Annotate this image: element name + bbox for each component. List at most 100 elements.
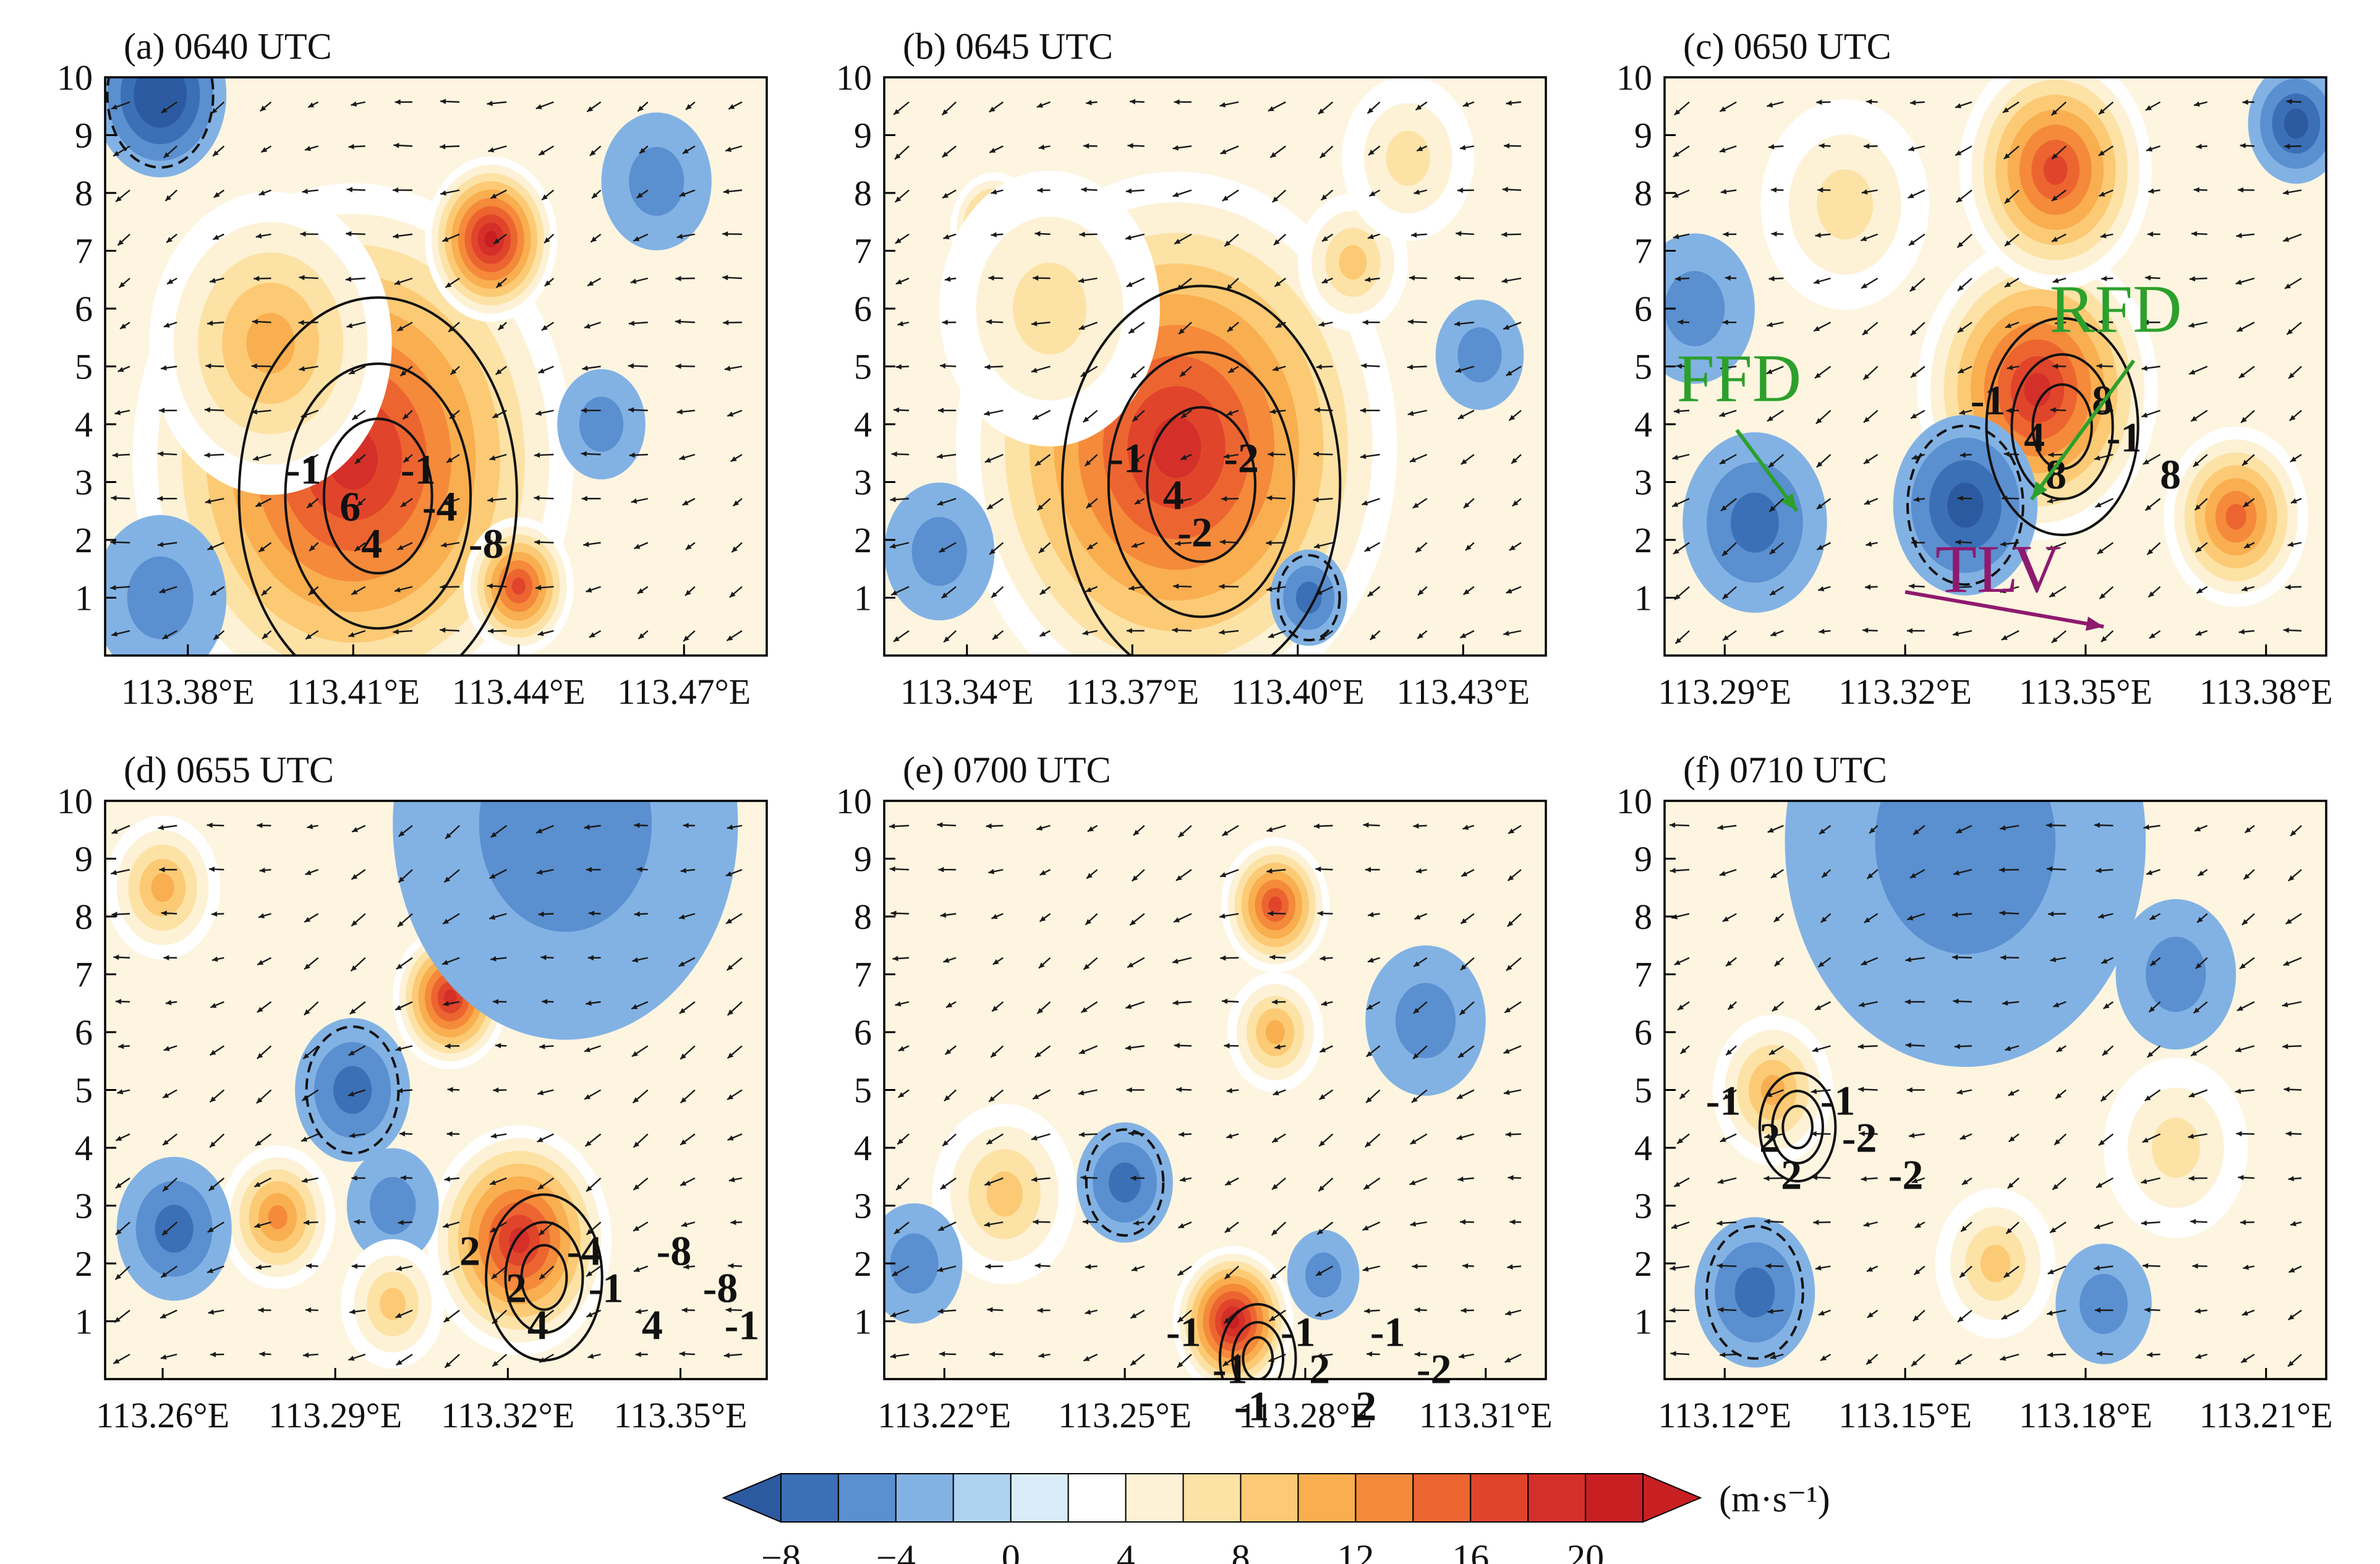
wind-vector-head bbox=[1503, 1090, 1510, 1095]
wind-vector-head bbox=[2189, 369, 2196, 375]
wind-vector-head bbox=[1031, 1135, 1038, 1141]
contour-line bbox=[485, 1193, 604, 1362]
y-tick-label: 5 bbox=[854, 1070, 872, 1111]
wind-vector-head bbox=[1270, 152, 1277, 158]
wind-vector-head bbox=[727, 964, 733, 971]
wind-vector-head bbox=[725, 1307, 731, 1313]
wind-vector-head bbox=[1862, 627, 1869, 633]
wind-vector-head bbox=[1508, 875, 1514, 881]
y-tick-label: 6 bbox=[854, 1012, 872, 1053]
wind-vector-head bbox=[1407, 411, 1414, 416]
y-tick-label: 9 bbox=[1634, 839, 1652, 879]
field-blob-1-level-9 bbox=[443, 989, 457, 1006]
wind-vector-head bbox=[1319, 635, 1326, 641]
wind-vector-head bbox=[1130, 1359, 1137, 1365]
wind-vector-head bbox=[1176, 1087, 1182, 1093]
wind-vector-head bbox=[1511, 458, 1517, 464]
wind-vector-head bbox=[113, 954, 119, 960]
wind-vector-head bbox=[2101, 1095, 2107, 1101]
wind-vector-head bbox=[631, 1051, 638, 1057]
wind-vector-head bbox=[937, 408, 944, 414]
wind-vector-head bbox=[1864, 143, 1870, 149]
wind-vector-head bbox=[2005, 323, 2011, 328]
wind-vector-head bbox=[725, 871, 732, 877]
wind-vector-head bbox=[1811, 1088, 1817, 1095]
field-blob-6-level-2 bbox=[579, 396, 624, 452]
field-blob-0-level-9 bbox=[2024, 372, 2051, 406]
wind-vector-head bbox=[1672, 502, 1679, 507]
wind-vector-head bbox=[1509, 545, 1516, 550]
wind-vector-head bbox=[1817, 544, 1823, 550]
wind-vector-head bbox=[631, 498, 638, 504]
wind-vector-head bbox=[1671, 1223, 1678, 1229]
wind-vector-head bbox=[1320, 152, 1326, 158]
wind-vector-head bbox=[1956, 197, 1963, 203]
wind-vector-head bbox=[939, 547, 945, 552]
wind-vector-head bbox=[487, 583, 493, 589]
wind-vector-head bbox=[1953, 870, 1960, 876]
wind-vector-head bbox=[2145, 505, 2152, 511]
wind-vector-head bbox=[254, 276, 260, 281]
wind-vector-head bbox=[1274, 281, 1281, 287]
wind-vector-head bbox=[450, 369, 457, 375]
y-tick-label: 6 bbox=[75, 1012, 93, 1053]
wind-vector-head bbox=[584, 1094, 591, 1100]
wind-vector-head bbox=[2244, 543, 2251, 549]
wind-vector-head bbox=[1320, 955, 1326, 961]
wind-vector-head bbox=[2283, 960, 2290, 966]
wind-vector-head bbox=[940, 1184, 947, 1190]
wind-vector-head bbox=[161, 1271, 168, 1278]
wind-vector-head bbox=[258, 1307, 264, 1313]
wind-vector-head bbox=[1126, 1087, 1132, 1093]
wind-vector-head bbox=[1126, 628, 1132, 634]
wind-vector-head bbox=[1319, 1140, 1325, 1147]
wind-vector-head bbox=[1272, 1184, 1278, 1190]
wind-vector-head bbox=[1128, 1130, 1134, 1137]
wind-vector-head bbox=[730, 456, 737, 462]
wind-vector-head bbox=[539, 1229, 545, 1236]
wind-vector-head bbox=[1720, 1352, 1726, 1358]
wind-vector-head bbox=[895, 196, 902, 202]
wind-vector-head bbox=[399, 1131, 406, 1137]
wind-vector-head bbox=[679, 191, 686, 197]
wind-vector-head bbox=[167, 278, 174, 284]
wind-vector-head bbox=[1774, 960, 1781, 967]
colorbar-extend-low bbox=[722, 1472, 782, 1523]
wind-vector-head bbox=[1820, 1355, 1827, 1361]
wind-vector-head bbox=[683, 635, 689, 641]
wind-vector-head bbox=[348, 1091, 355, 1096]
wind-vector-head bbox=[540, 954, 547, 960]
rfd-label: RFD bbox=[2050, 271, 2182, 346]
wind-vector-head bbox=[2285, 918, 2292, 925]
wind-vector-head bbox=[1174, 917, 1180, 923]
wind-vector-head bbox=[1865, 584, 1871, 590]
wind-vector-head bbox=[1271, 1229, 1278, 1236]
wind-vector-head bbox=[1459, 145, 1466, 150]
wind-vector-head bbox=[1131, 372, 1137, 378]
wind-vector-head bbox=[1172, 192, 1179, 197]
wind-vector-head bbox=[251, 363, 257, 369]
y-tick-label: 5 bbox=[1634, 347, 1652, 387]
wind-vector-head bbox=[890, 1312, 897, 1318]
wind-vector-head bbox=[2235, 1047, 2241, 1053]
wind-vector-head bbox=[2055, 320, 2061, 326]
wind-vector-head bbox=[679, 1351, 685, 1357]
wind-vector-head bbox=[1417, 589, 1424, 596]
wind-vector-head bbox=[1818, 961, 1825, 967]
wind-vector-head bbox=[890, 497, 896, 503]
wind-vector-head bbox=[1909, 873, 1916, 878]
wind-vector-head bbox=[535, 410, 542, 416]
wind-vector-head bbox=[542, 194, 548, 200]
contour-line bbox=[284, 362, 472, 630]
wind-vector-head bbox=[1908, 146, 1914, 152]
wind-vector-head bbox=[1226, 1088, 1233, 1093]
wind-vector-head bbox=[163, 1185, 169, 1192]
wind-vector-head bbox=[2288, 1314, 2295, 1320]
y-tick-label: 1 bbox=[75, 1302, 93, 1342]
wind-vector-head bbox=[1409, 1180, 1416, 1186]
x-tick-label: 113.44°E bbox=[452, 672, 586, 712]
wind-vector-head bbox=[117, 239, 124, 246]
contour-label: 4 bbox=[2024, 414, 2045, 461]
wind-vector-head bbox=[117, 367, 124, 372]
x-tick-label: 113.12°E bbox=[1658, 1395, 1791, 1435]
